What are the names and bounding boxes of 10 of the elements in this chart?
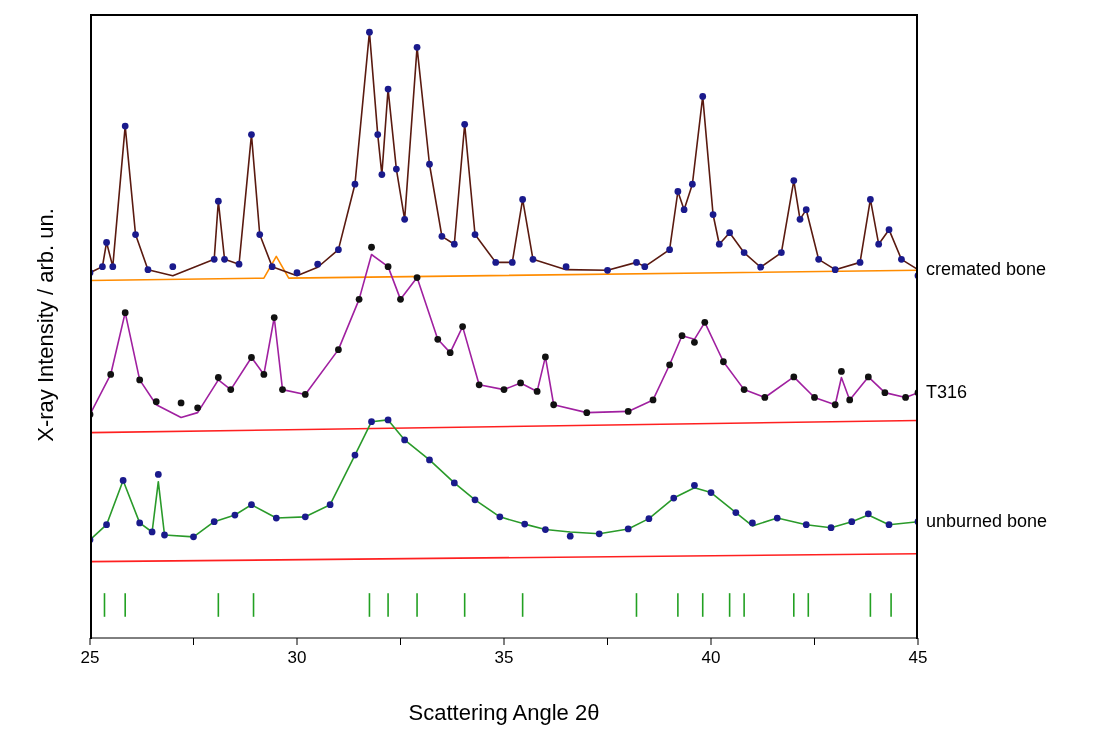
x-tick-label: 30	[287, 648, 307, 668]
x-tick-label: 45	[908, 648, 928, 668]
x-tick-label: 40	[701, 648, 721, 668]
x-tick-label: 35	[494, 648, 514, 668]
series-label: cremated bone	[926, 258, 1047, 279]
y-axis-title: X-ray Intensity / arb. un.	[33, 207, 59, 444]
series-label: unburned bone	[926, 510, 1048, 531]
x-tick-label: 25	[80, 648, 100, 668]
series-label: T316	[926, 381, 968, 402]
x-axis-title: Scattering Angle 2θ	[407, 700, 601, 726]
